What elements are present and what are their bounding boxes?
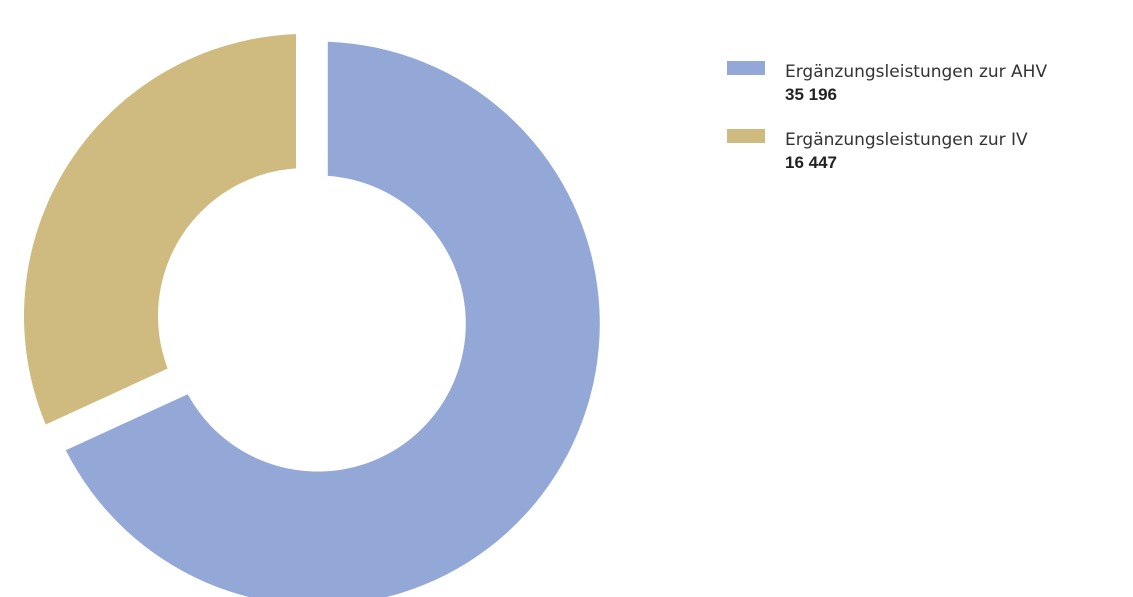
legend-item-ahv[interactable]: Ergänzungsleistungen zur AHV 35 196 xyxy=(727,60,1127,106)
slice-ahv[interactable] xyxy=(65,41,600,597)
legend-value-ahv: 35 196 xyxy=(785,85,837,104)
legend-label-iv: Ergänzungsleistungen zur IV xyxy=(785,130,1028,150)
legend-swatch-iv xyxy=(727,129,765,143)
legend-swatch-ahv xyxy=(727,61,765,75)
slice-iv[interactable] xyxy=(24,34,297,425)
legend: Ergänzungsleistungen zur AHV 35 196 Ergä… xyxy=(727,60,1127,196)
legend-item-iv[interactable]: Ergänzungsleistungen zur IV 16 447 xyxy=(727,128,1127,174)
slices-group xyxy=(24,34,600,597)
legend-label-ahv: Ergänzungsleistungen zur AHV xyxy=(785,62,1048,82)
legend-value-iv: 16 447 xyxy=(785,153,837,172)
donut-chart xyxy=(24,34,600,597)
